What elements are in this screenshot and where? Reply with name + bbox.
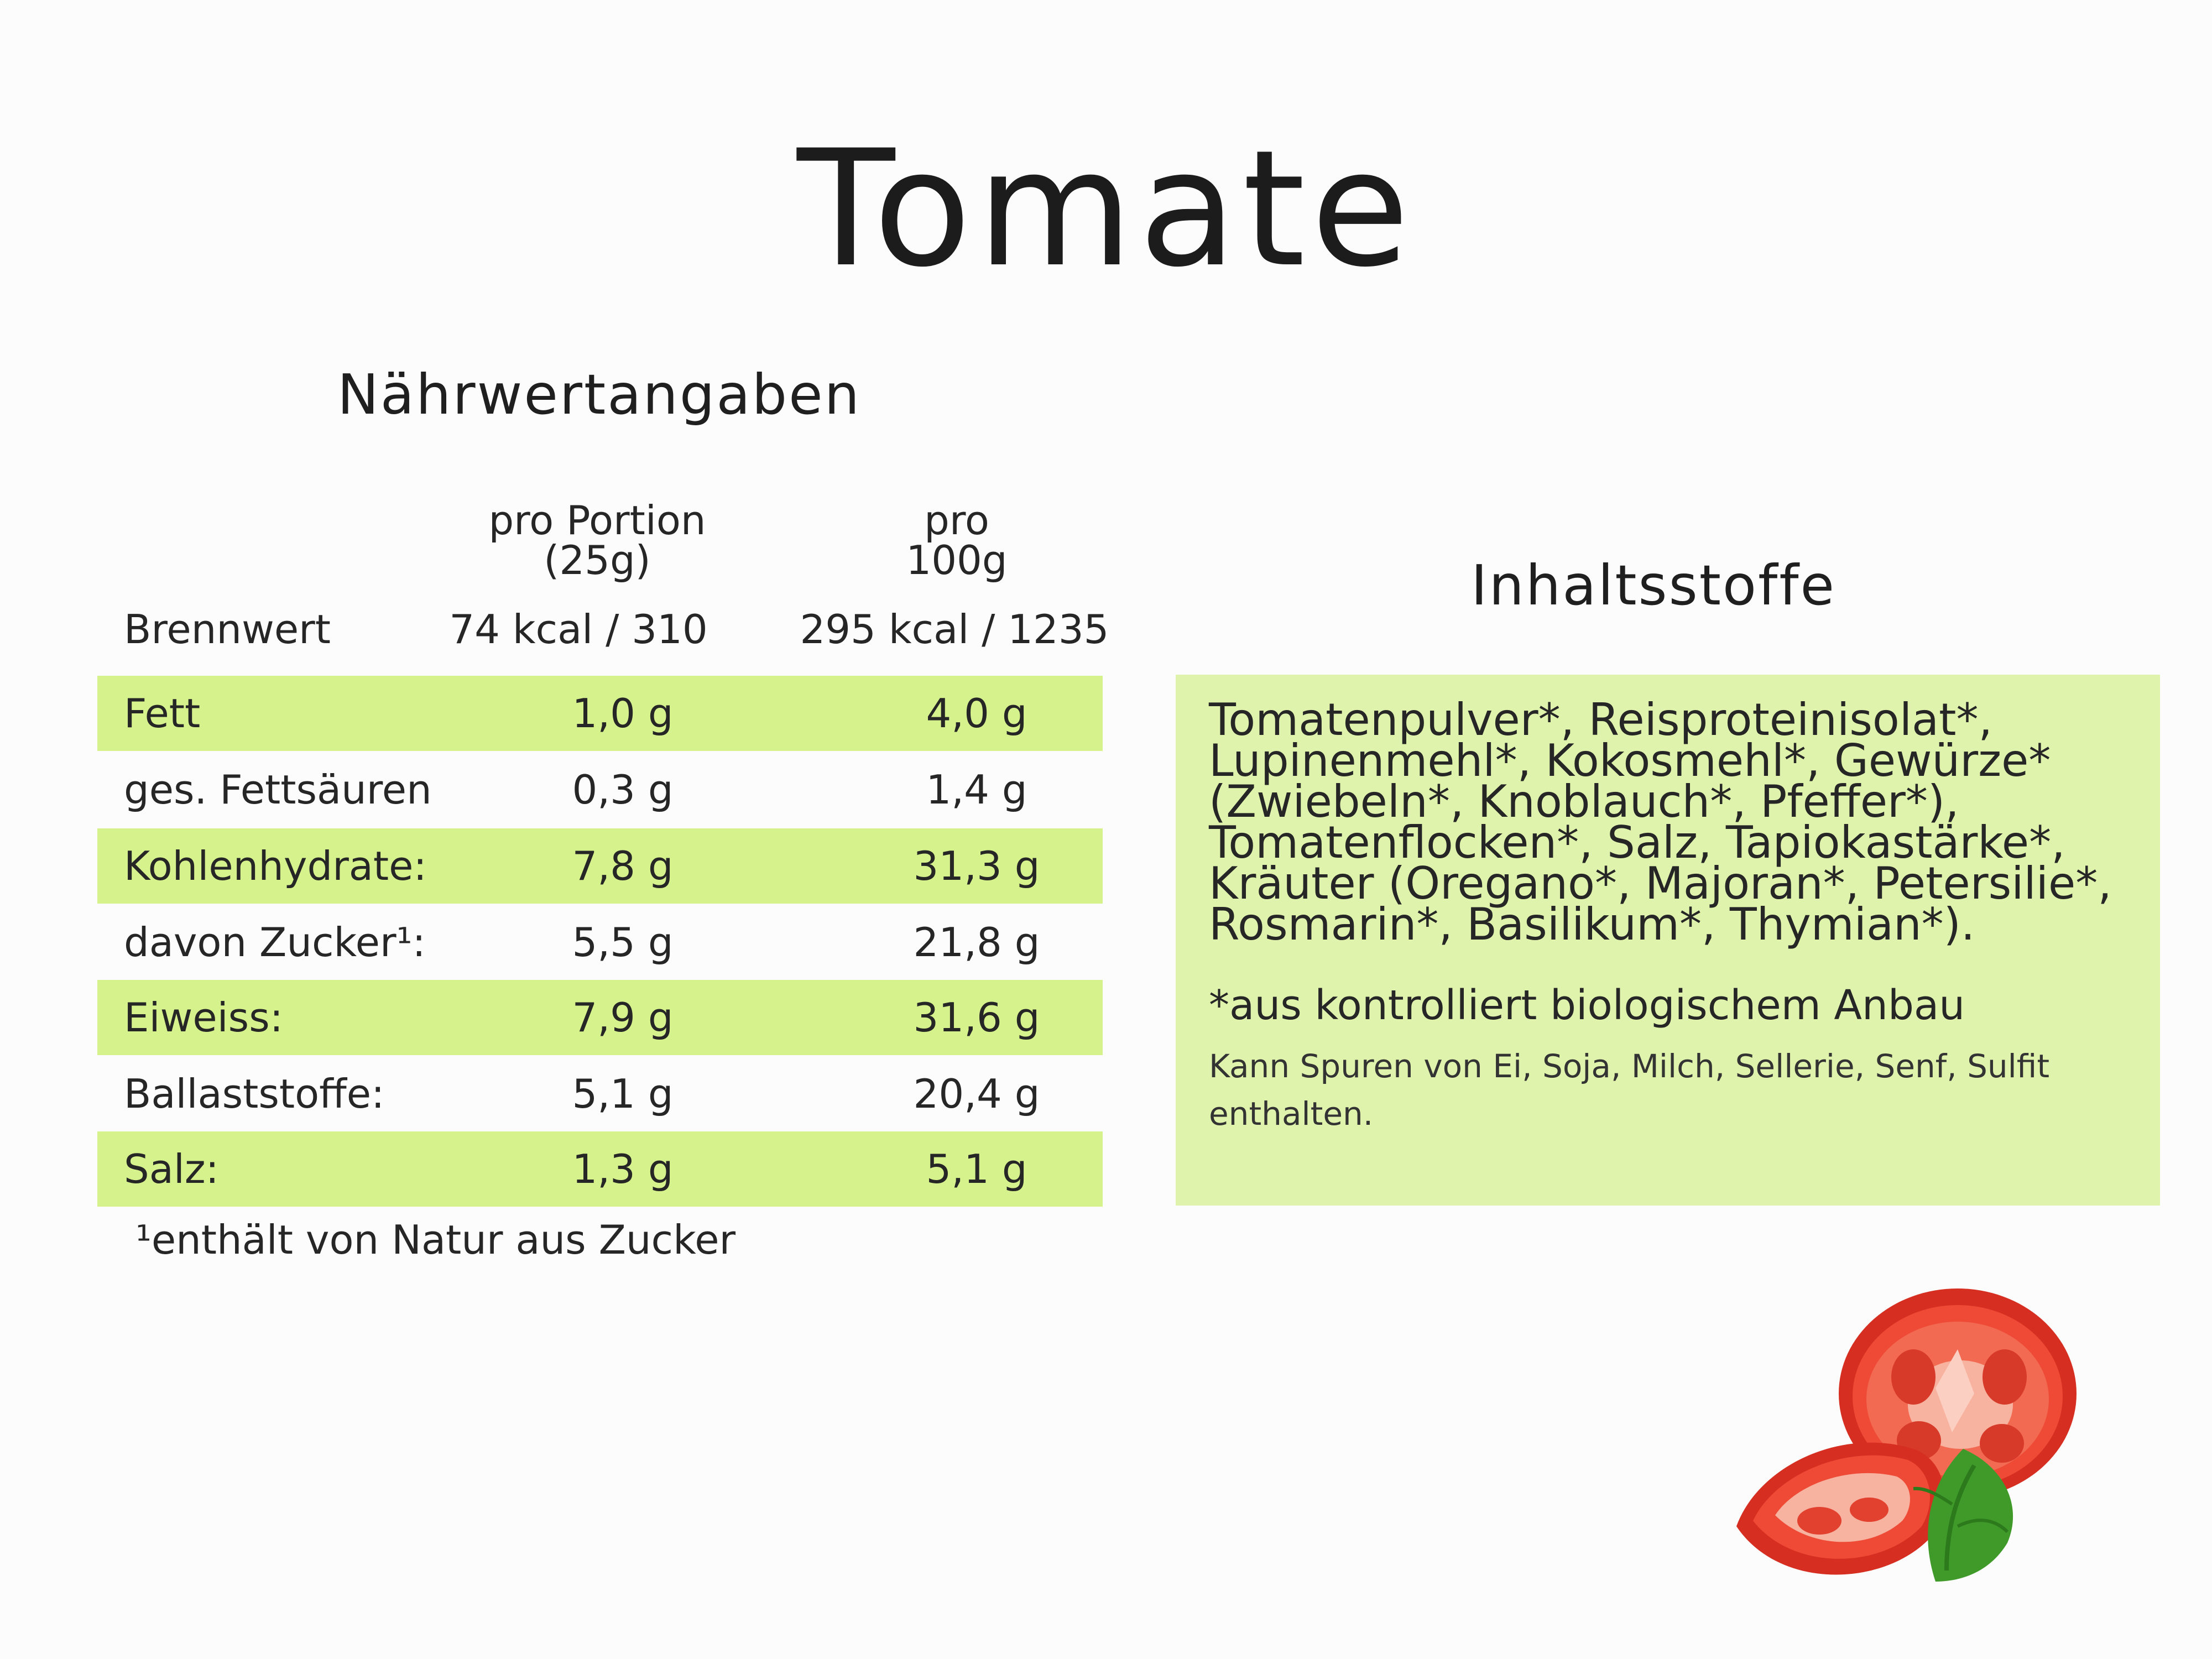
- row-value-100g: 1,4 g: [926, 766, 1027, 813]
- row-value-portion: 1,3 g: [572, 1146, 674, 1192]
- row-value-portion: 5,1 g: [572, 1071, 674, 1117]
- table-row-ballaststoffe: Ballaststoffe: 5,1 g 20,4 g: [97, 1056, 1103, 1131]
- row-value-portion: 7,8 g: [572, 843, 674, 889]
- row-label: Kohlenhydrate:: [124, 843, 427, 889]
- sugar-footnote: ¹enthält von Natur aus Zucker: [135, 1217, 736, 1263]
- table-row-brennwert: Brennwert 74 kcal / 310 kJ 295 kcal / 12…: [97, 592, 1109, 728]
- row-label: Ballaststoffe:: [124, 1071, 385, 1117]
- row-label: davon Zucker¹:: [124, 919, 426, 966]
- column-header-100g-line2: 100g: [906, 537, 1008, 583]
- row-value-portion: 0,3 g: [572, 766, 674, 813]
- row-value-100g: 5,1 g: [926, 1146, 1027, 1192]
- table-row-zucker: davon Zucker¹: 5,5 g 21,8 g: [97, 905, 1103, 980]
- column-header-portion: pro Portion (25g): [442, 500, 752, 580]
- row-value-portion: 7,9 g: [572, 994, 674, 1041]
- row-value-100g: 295 kcal / 1235 kJ: [800, 606, 1109, 728]
- table-row-fettsaeuren: ges. Fettsäuren 0,3 g 1,4 g: [97, 752, 1103, 827]
- column-header-100g-line1: pro: [924, 497, 989, 544]
- row-label: Fett: [124, 690, 201, 737]
- row-value-portion: 1,0 g: [572, 690, 674, 737]
- table-row-eiweiss: Eiweiss: 7,9 g 31,6 g: [97, 980, 1103, 1055]
- organic-note: *aus kontrolliert biologischem Anbau: [1209, 982, 1965, 1029]
- row-value-100g: 4,0 g: [926, 690, 1027, 737]
- row-value-portion: 5,5 g: [572, 919, 674, 966]
- ingredients-heading: Inhaltsstoffe: [1471, 553, 1837, 618]
- allergen-trace-note: Kann Spuren von Ei, Soja, Milch, Selleri…: [1209, 1047, 2050, 1133]
- row-value-100g: 31,3 g: [913, 843, 1040, 889]
- row-label: Brennwert: [124, 606, 331, 653]
- ingredients-box: Tomatenpulver*, Reisproteinisolat*, Lupi…: [1176, 675, 2160, 1206]
- table-row-fett: Fett 1,0 g 4,0 g: [97, 676, 1103, 751]
- row-label: Eiweiss:: [124, 994, 283, 1041]
- row-label: Salz:: [124, 1146, 219, 1192]
- table-row-kohlenhydrate: Kohlenhydrate: 7,8 g 31,3 g: [97, 828, 1103, 904]
- tomato-slices-icon: [1736, 1288, 2077, 1582]
- table-row-salz: Salz: 1,3 g 5,1 g: [97, 1131, 1103, 1207]
- ingredients-list: Tomatenpulver*, Reisproteinisolat*, Lupi…: [1209, 694, 2112, 950]
- row-value-100g: 21,8 g: [913, 919, 1040, 966]
- column-header-portion-line1: pro Portion: [488, 497, 706, 544]
- row-value-100g: 31,6 g: [913, 994, 1040, 1041]
- page-title: Tomate: [797, 116, 1415, 302]
- row-label: ges. Fettsäuren: [124, 766, 432, 813]
- row-value-100g: 20,4 g: [913, 1071, 1040, 1117]
- column-header-portion-line2: (25g): [544, 537, 651, 583]
- column-header-100g: pro 100g: [802, 500, 1112, 580]
- row-value-portion: 74 kcal / 310 kJ: [449, 606, 708, 728]
- nutrition-heading: Nährwertangaben: [337, 362, 862, 427]
